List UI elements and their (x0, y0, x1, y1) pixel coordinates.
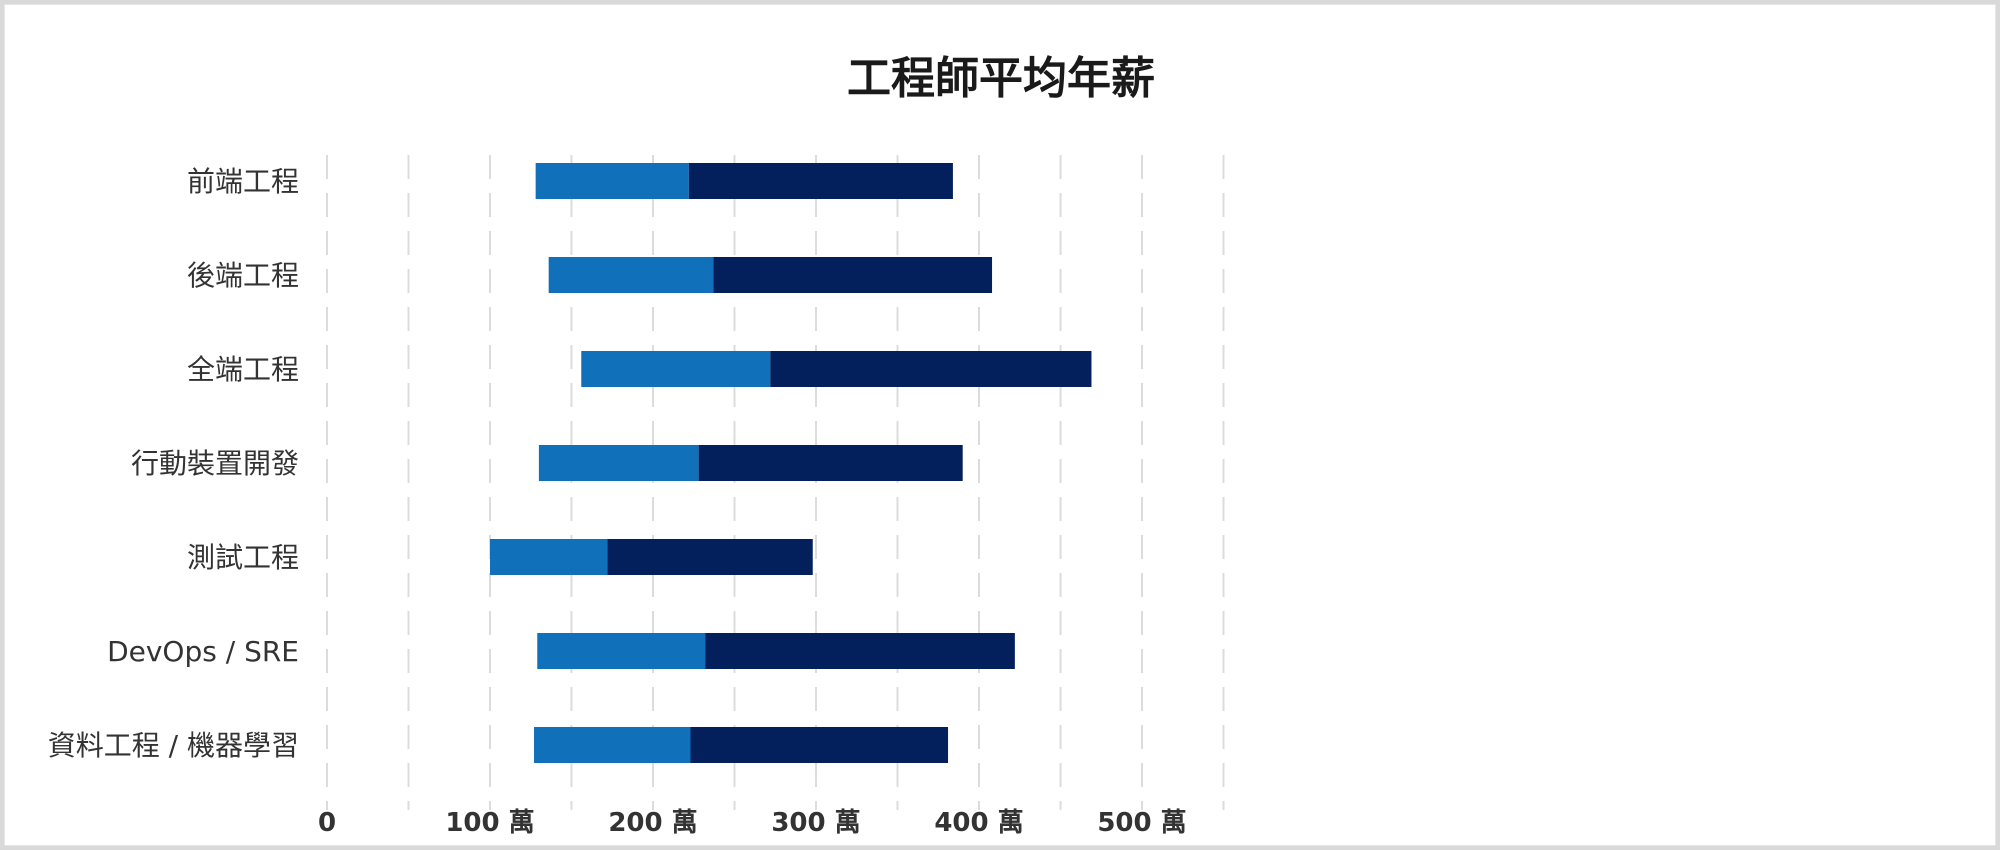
category-label: 資料工程 / 機器學習 (48, 729, 299, 762)
bar-segment-lower-range (581, 351, 771, 387)
bar-segment-lower-range (535, 163, 689, 199)
bar-segment-upper-range (705, 633, 1015, 669)
gridlines (326, 155, 1225, 810)
chart-title: 工程師平均年薪 (847, 53, 1155, 104)
bar-segment-upper-range (688, 163, 953, 199)
x-tick-label: 100 萬 (445, 808, 534, 838)
chart-container: 工程師平均年薪 前端工程後端工程全端工程行動裝置開發測試工程 DevOps / S… (4, 4, 1996, 846)
x-tick-labels: 0 100 萬 200 萬 300 萬 400 萬 500 萬 (318, 808, 1187, 838)
x-tick-label: 300 萬 (771, 808, 860, 838)
x-tick-label: 500 萬 (1097, 808, 1186, 838)
bar-segment-lower-range (537, 633, 706, 669)
category-label: 前端工程 (187, 165, 299, 198)
category-label: DevOps / SRE (107, 635, 299, 668)
category-label: 行動裝置開發 (131, 447, 299, 480)
bar-segment-upper-range (690, 727, 949, 763)
bar-segment-lower-range (538, 445, 699, 481)
bar-segment-upper-range (607, 539, 813, 575)
bar-segment-lower-range (490, 539, 608, 575)
bar-segment-lower-range (534, 727, 691, 763)
x-tick-label: 0 (318, 808, 336, 838)
bar-segment-upper-range (698, 445, 963, 481)
bars-group (490, 163, 1092, 763)
bar-segment-upper-range (770, 351, 1092, 387)
category-label: 全端工程 (187, 353, 299, 386)
x-tick-label: 400 萬 (934, 808, 1023, 838)
bar-segment-upper-range (713, 257, 993, 293)
x-tick-label: 200 萬 (608, 808, 697, 838)
category-label: 後端工程 (187, 259, 299, 292)
category-label: 測試工程 (187, 541, 299, 574)
bar-segment-lower-range (548, 257, 714, 293)
